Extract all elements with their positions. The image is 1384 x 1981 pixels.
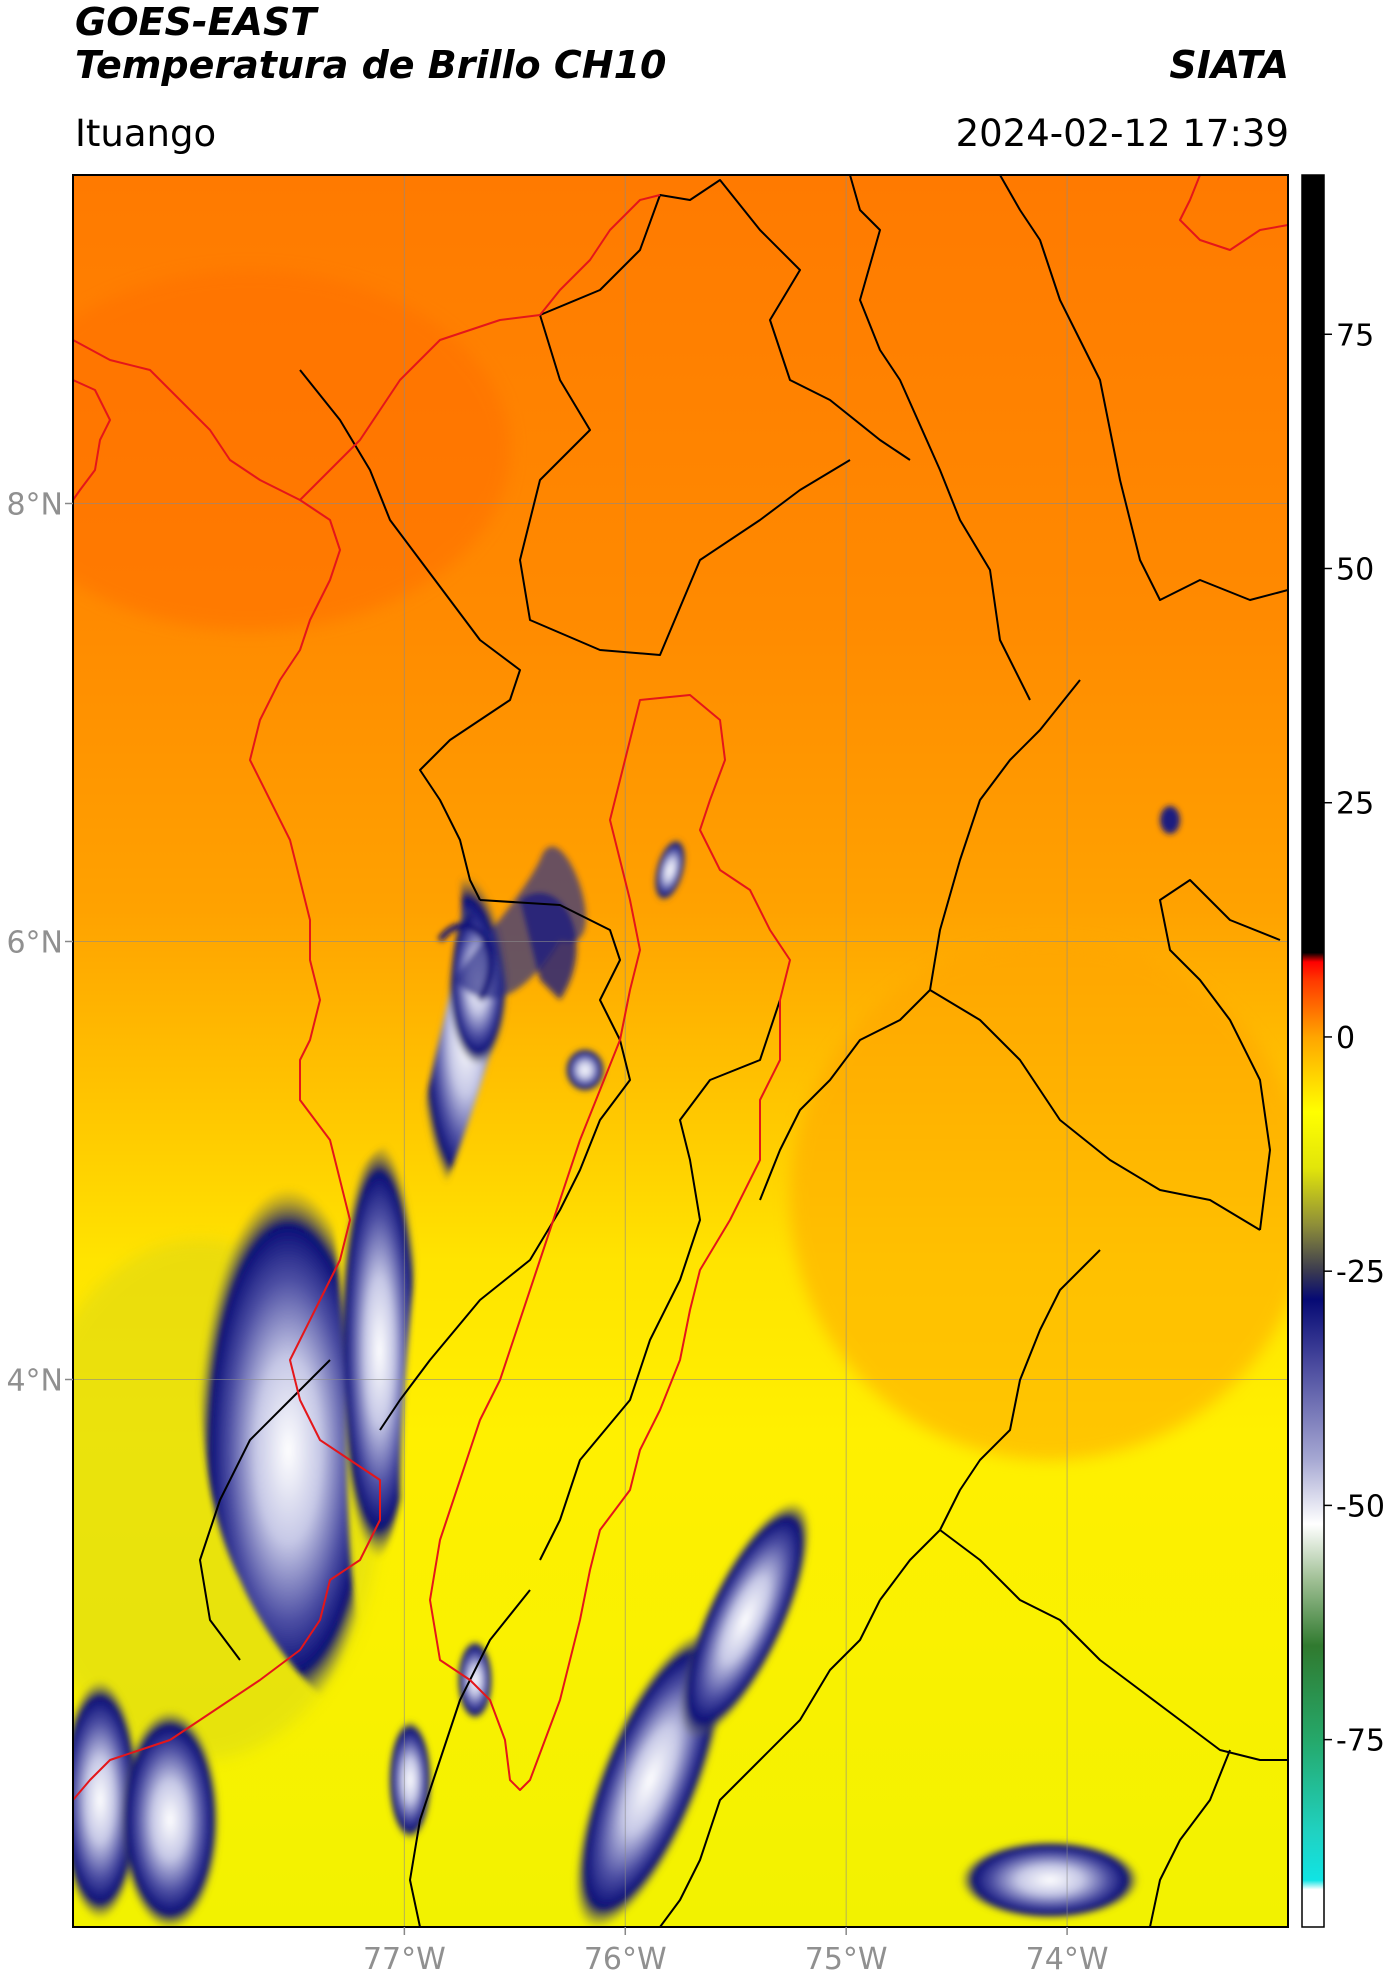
colorbar-tick-label: 50 <box>1336 552 1374 587</box>
satellite-title: GOES-EAST <box>75 0 317 44</box>
convective-cloud <box>338 1142 420 1560</box>
coastline-segment <box>73 339 381 1741</box>
lat-tick-label: 8°N <box>6 488 63 523</box>
convective-cloud <box>1160 806 1180 834</box>
lon-tick-label: 77°W <box>363 1942 446 1977</box>
lon-tick-label: 75°W <box>805 1942 888 1977</box>
agency-label: SIATA <box>1169 43 1289 87</box>
admin-border <box>929 989 1261 1231</box>
convective-cloud <box>565 1048 605 1092</box>
colorbar-tick-label: -25 <box>1336 1255 1384 1290</box>
admin-border <box>659 1599 881 1927</box>
coastline-segment <box>539 194 661 316</box>
admin-border <box>519 314 851 656</box>
admin-border <box>299 369 521 901</box>
coastline-segment <box>73 379 111 501</box>
admin-border <box>1149 1749 1231 1927</box>
admin-border <box>849 175 1031 701</box>
colorbar-tick-label: 75 <box>1336 318 1374 353</box>
lon-tick-label: 74°W <box>1026 1942 1109 1977</box>
colorbar-ramp <box>1301 174 1325 1928</box>
admin-border <box>879 1249 1101 1601</box>
cloud-edge <box>437 922 494 1002</box>
region-label: Ituango <box>75 112 217 155</box>
coastline-segment <box>1179 175 1288 251</box>
coastline <box>73 175 1288 1801</box>
admin-border <box>199 1359 331 1661</box>
admin-borders <box>199 175 1288 1927</box>
convective-cloud <box>120 1710 220 1927</box>
lat-tick-label: 4°N <box>6 1364 63 1399</box>
colorbar-tick-label: -75 <box>1336 1724 1384 1759</box>
warm-patch <box>73 270 510 630</box>
convective-cloud <box>196 1186 380 1714</box>
basin-outline <box>429 694 791 1791</box>
map-frame <box>72 174 1289 1928</box>
map-panel <box>73 175 1288 1927</box>
admin-border <box>379 899 631 1431</box>
colorbar: 75 50 25 0 -25 -50 -75 <box>1301 174 1384 1928</box>
colorbar-tick-label: 25 <box>1336 787 1374 822</box>
admin-border <box>999 175 1288 601</box>
convective-cloud <box>388 1720 432 1840</box>
convective-cloud <box>960 1840 1140 1920</box>
convective-cloud <box>654 838 686 902</box>
convective-cloud <box>679 1500 811 1740</box>
admin-border <box>539 999 781 1561</box>
timestamp-label: 2024-02-12 17:39 <box>955 112 1289 155</box>
admin-border <box>1159 879 1281 1231</box>
convective-cloud <box>520 892 577 1000</box>
graticule <box>73 175 1288 1927</box>
admin-border <box>409 1589 531 1927</box>
colorbar-tick-label: 0 <box>1336 1021 1355 1056</box>
admin-border <box>539 179 911 461</box>
convective-cloud <box>73 1680 140 1920</box>
coastline-segment <box>299 314 541 501</box>
map-axes: 8°N 6°N 4°N 77°W 76°W 75°W 74°W <box>6 488 1108 1978</box>
lon-tick-label: 76°W <box>584 1942 667 1977</box>
warm-patch <box>790 940 1288 1460</box>
convective-cloud <box>457 1640 493 1720</box>
coastline-segment <box>73 1739 171 1801</box>
lat-tick-label: 6°N <box>6 926 63 961</box>
colorbar-ticks: 75 50 25 0 -25 -50 -75 <box>1324 318 1384 1759</box>
admin-border <box>939 1529 1288 1761</box>
product-title: Temperatura de Brillo CH10 <box>75 43 667 87</box>
colorbar-tick-label: -50 <box>1336 1489 1384 1524</box>
